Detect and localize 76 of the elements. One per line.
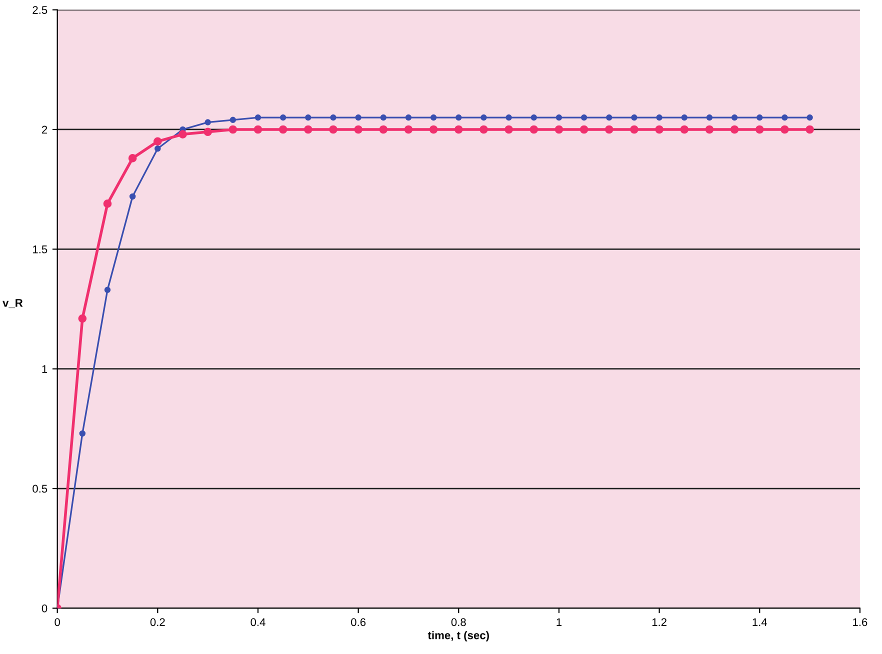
point	[782, 114, 788, 121]
y-tick-label: 0	[42, 604, 48, 612]
point	[355, 114, 362, 121]
point	[78, 314, 87, 323]
point	[254, 125, 262, 134]
x-tick-label: 1.6	[853, 618, 868, 626]
point	[730, 125, 739, 134]
point	[454, 125, 463, 134]
point	[153, 137, 162, 146]
point	[554, 125, 564, 134]
x-tick-label: 0	[54, 618, 60, 626]
point	[404, 125, 413, 134]
x-tick-label: 1.2	[652, 618, 666, 626]
x-tick-label: 0.6	[351, 618, 366, 626]
point	[330, 114, 336, 121]
point	[103, 200, 112, 208]
point	[556, 114, 562, 121]
point	[280, 114, 286, 121]
point	[430, 114, 437, 121]
point	[429, 125, 438, 134]
point	[456, 114, 462, 121]
point	[104, 286, 111, 293]
point	[806, 114, 813, 121]
point	[128, 154, 137, 162]
point	[530, 125, 538, 134]
point	[630, 125, 638, 134]
point	[129, 193, 136, 200]
point	[806, 125, 814, 134]
point	[631, 114, 638, 121]
point	[655, 125, 664, 134]
point	[604, 125, 614, 134]
point	[405, 114, 412, 121]
y-tick-label: 2.5	[32, 6, 48, 14]
point	[480, 114, 487, 121]
point	[504, 125, 513, 134]
point	[756, 114, 763, 121]
point	[706, 114, 713, 121]
point	[606, 114, 612, 121]
point	[530, 114, 538, 121]
point	[154, 146, 161, 152]
point	[680, 125, 689, 134]
point	[228, 125, 238, 134]
point	[379, 125, 388, 134]
point	[329, 125, 338, 134]
y-tick-label: 0.5	[32, 484, 48, 493]
point	[656, 114, 662, 121]
point	[254, 114, 262, 121]
point	[731, 114, 738, 121]
point	[204, 119, 211, 126]
point	[230, 116, 236, 124]
point	[79, 430, 86, 437]
y-tick-label: 2	[42, 126, 48, 134]
point	[755, 125, 764, 134]
point	[681, 114, 688, 121]
x-tick-label: 1	[556, 618, 562, 626]
point	[304, 125, 312, 134]
point	[480, 125, 488, 134]
point	[204, 128, 212, 136]
x-tick-label: 0.2	[150, 618, 165, 626]
point	[278, 125, 288, 134]
point	[380, 114, 387, 121]
y-tick-label: 1.5	[33, 246, 48, 254]
point	[178, 130, 187, 138]
x-tick-label: 0.4	[250, 618, 266, 626]
x-tick-label: 1.4	[752, 618, 768, 626]
y-axis-title: v_R	[2, 299, 23, 308]
point	[580, 125, 588, 134]
point	[305, 114, 312, 121]
point	[580, 114, 588, 121]
y-tick-label: 1	[42, 365, 48, 373]
point	[705, 125, 714, 134]
x-tick-label: 0.8	[451, 618, 466, 626]
point	[780, 125, 789, 134]
point	[354, 125, 362, 134]
point	[506, 114, 512, 121]
x-axis-title: time, t (sec)	[428, 631, 489, 642]
